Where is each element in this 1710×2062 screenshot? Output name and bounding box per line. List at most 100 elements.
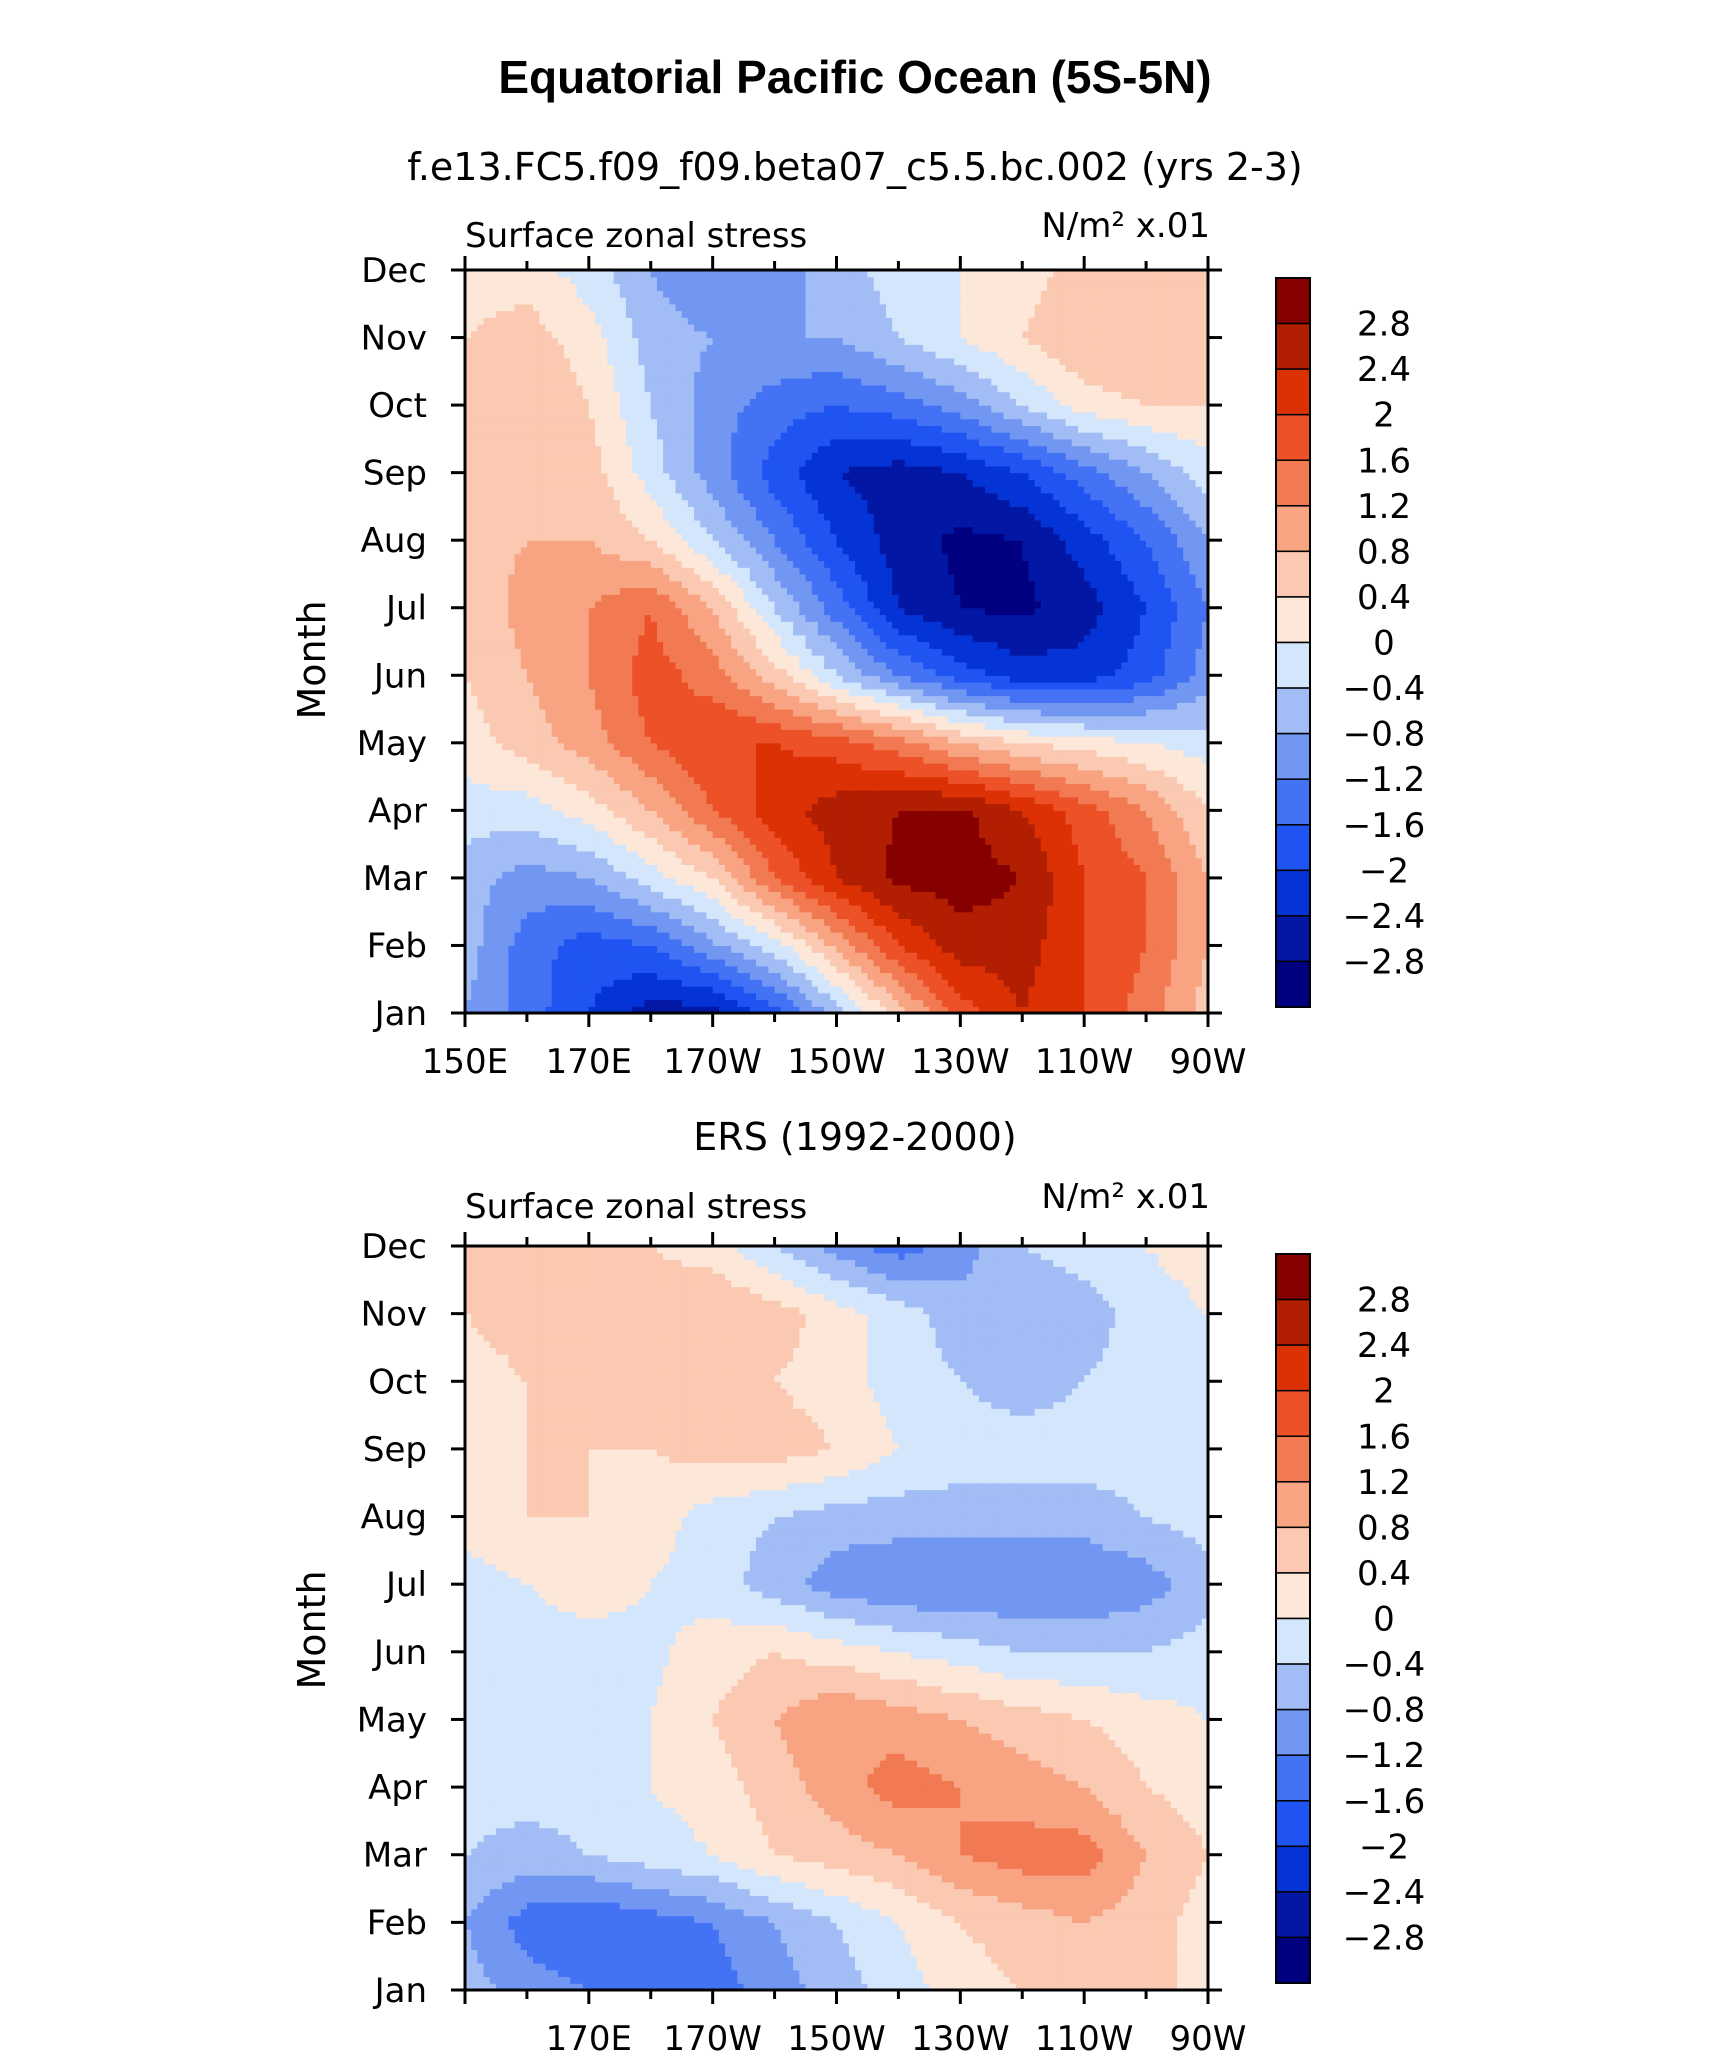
heatmap-cell [1128, 750, 1135, 757]
heatmap-cell [1022, 864, 1029, 871]
heatmap-cell [688, 756, 695, 763]
heatmap-cell [564, 912, 571, 919]
heatmap-cell [762, 756, 769, 763]
heatmap-cell [898, 972, 905, 979]
heatmap-cell [471, 837, 478, 844]
heatmap-cell [1047, 790, 1054, 797]
heatmap-cell [570, 736, 577, 743]
heatmap-cell [849, 763, 856, 770]
heatmap-cell [1097, 925, 1104, 932]
heatmap-cell [886, 810, 893, 817]
heatmap-cell [632, 756, 639, 763]
heatmap-cell [564, 804, 571, 811]
heatmap-cell [812, 763, 819, 770]
heatmap-cell [793, 797, 800, 804]
heatmap-cell [775, 871, 782, 878]
heatmap-cell [725, 729, 732, 736]
heatmap-cell [1078, 871, 1085, 878]
heatmap-cell [558, 790, 565, 797]
heatmap-cell [867, 871, 874, 878]
heatmap-cell [973, 939, 980, 946]
heatmap-cell [570, 864, 577, 871]
heatmap-cell [1016, 831, 1023, 838]
heatmap-cell [1047, 844, 1054, 851]
heatmap-cell [799, 770, 806, 777]
heatmap-cell [781, 959, 788, 966]
heatmap-cell [991, 878, 998, 885]
heatmap-cell [1078, 770, 1085, 777]
heatmap-cell [1059, 756, 1066, 763]
heatmap-cell [874, 729, 881, 736]
heatmap-cell [737, 871, 744, 878]
heatmap-cell [515, 810, 522, 817]
heatmap-cell [688, 831, 695, 838]
heatmap-cell [477, 885, 484, 892]
heatmap-cell [898, 945, 905, 952]
heatmap-cell [533, 837, 540, 844]
heatmap-cell [589, 831, 596, 838]
heatmap-cell [979, 871, 986, 878]
heatmap-cell [731, 966, 738, 973]
heatmap-cell [737, 878, 744, 885]
heatmap-cell [527, 918, 534, 925]
heatmap-cell [484, 979, 491, 986]
heatmap-cell [1047, 831, 1054, 838]
heatmap-cell [533, 891, 540, 898]
heatmap-cell [1171, 790, 1178, 797]
heatmap-cell [1035, 912, 1042, 919]
heatmap-cell [1053, 770, 1060, 777]
heatmap-cell [1090, 878, 1097, 885]
heatmap-cell [1066, 783, 1073, 790]
heatmap-cell [917, 945, 924, 952]
heatmap-cell [1097, 837, 1104, 844]
heatmap-cell [973, 959, 980, 966]
heatmap-cell [545, 797, 552, 804]
heatmap-cell [967, 817, 974, 824]
heatmap-cell [1128, 790, 1135, 797]
heatmap-cell [589, 999, 596, 1006]
heatmap-cell [737, 885, 744, 892]
heatmap-cell [917, 993, 924, 1000]
heatmap-cell [694, 837, 701, 844]
heatmap-cell [1109, 817, 1116, 824]
heatmap-cell [1146, 770, 1153, 777]
heatmap-cell [787, 891, 794, 898]
heatmap-cell [645, 777, 652, 784]
heatmap-cell [663, 966, 670, 973]
heatmap-cell [861, 736, 868, 743]
heatmap-cell [1158, 939, 1165, 946]
heatmap-cell [997, 810, 1004, 817]
heatmap-cell [1196, 756, 1203, 763]
heatmap-cell [1109, 804, 1116, 811]
heatmap-cell [923, 898, 930, 905]
heatmap-cell [521, 817, 528, 824]
heatmap-cell [564, 891, 571, 898]
heatmap-cell [607, 844, 614, 851]
heatmap-cell [570, 912, 577, 919]
heatmap-cell [923, 770, 930, 777]
heatmap-cell [1189, 925, 1196, 932]
heatmap-cell [985, 932, 992, 939]
heatmap-cell [898, 885, 905, 892]
heatmap-cell [638, 905, 645, 912]
heatmap-cell [725, 810, 732, 817]
heatmap-cell [787, 885, 794, 892]
heatmap-cell [948, 993, 955, 1000]
heatmap-cell [973, 885, 980, 892]
heatmap-cell [484, 763, 491, 770]
heatmap-cell [923, 972, 930, 979]
heatmap-cell [626, 871, 633, 878]
heatmap-cell [570, 932, 577, 939]
heatmap-cell [1016, 817, 1023, 824]
heatmap-cell [552, 756, 559, 763]
heatmap-cell [929, 777, 936, 784]
heatmap-cell [471, 804, 478, 811]
heatmap-cell [515, 824, 522, 831]
heatmap-cell [638, 790, 645, 797]
heatmap-cell [923, 905, 930, 912]
heatmap-cell [607, 777, 614, 784]
heatmap-cell [1090, 750, 1097, 757]
heatmap-cell [651, 918, 658, 925]
heatmap-cell [1053, 878, 1060, 885]
heatmap-cell [1090, 993, 1097, 1000]
